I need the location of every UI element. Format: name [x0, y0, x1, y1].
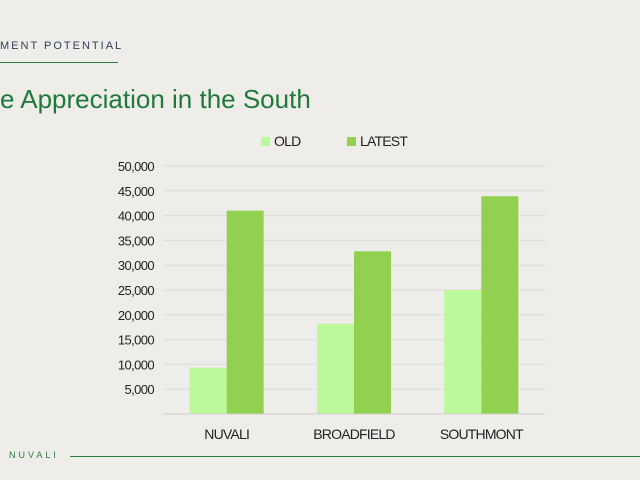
y-tick-label: 5,000: [124, 382, 154, 397]
y-tick-label: 20,000: [118, 308, 155, 323]
y-tick-label: 15,000: [118, 333, 155, 348]
bar-old-nuvali: [189, 367, 227, 414]
bar-latest-nuvali: [226, 210, 264, 414]
y-tick-label: 50,000: [118, 159, 155, 174]
section-label: MENT POTENTIAL: [0, 40, 124, 52]
y-tick-label: 40,000: [118, 209, 155, 224]
footer-rule: [70, 456, 640, 457]
x-tick-label: SOUTHMONT: [440, 426, 524, 442]
y-tick-label: 10,000: [118, 357, 155, 372]
bar-latest-southmont: [481, 196, 519, 414]
legend-swatch-latest: [347, 137, 356, 146]
footer-brand: NUVALI: [9, 450, 59, 460]
bar-old-southmont: [444, 290, 482, 414]
bar-old-broadfield: [317, 323, 354, 414]
section-underline: [0, 62, 118, 63]
y-tick-label: 25,000: [118, 283, 155, 298]
slide-title: e Appreciation in the South: [0, 84, 311, 114]
legend-label-latest: LATEST: [360, 133, 408, 149]
y-tick-label: 35,000: [118, 233, 155, 248]
x-tick-label: BROADFIELD: [313, 426, 395, 442]
bar-latest-broadfield: [354, 251, 391, 414]
legend-label-old: OLD: [274, 133, 301, 149]
y-tick-label: 45,000: [118, 184, 155, 199]
x-tick-label: NUVALI: [204, 426, 249, 442]
y-tick-label: 30,000: [118, 258, 155, 273]
legend-swatch-old: [261, 137, 270, 146]
